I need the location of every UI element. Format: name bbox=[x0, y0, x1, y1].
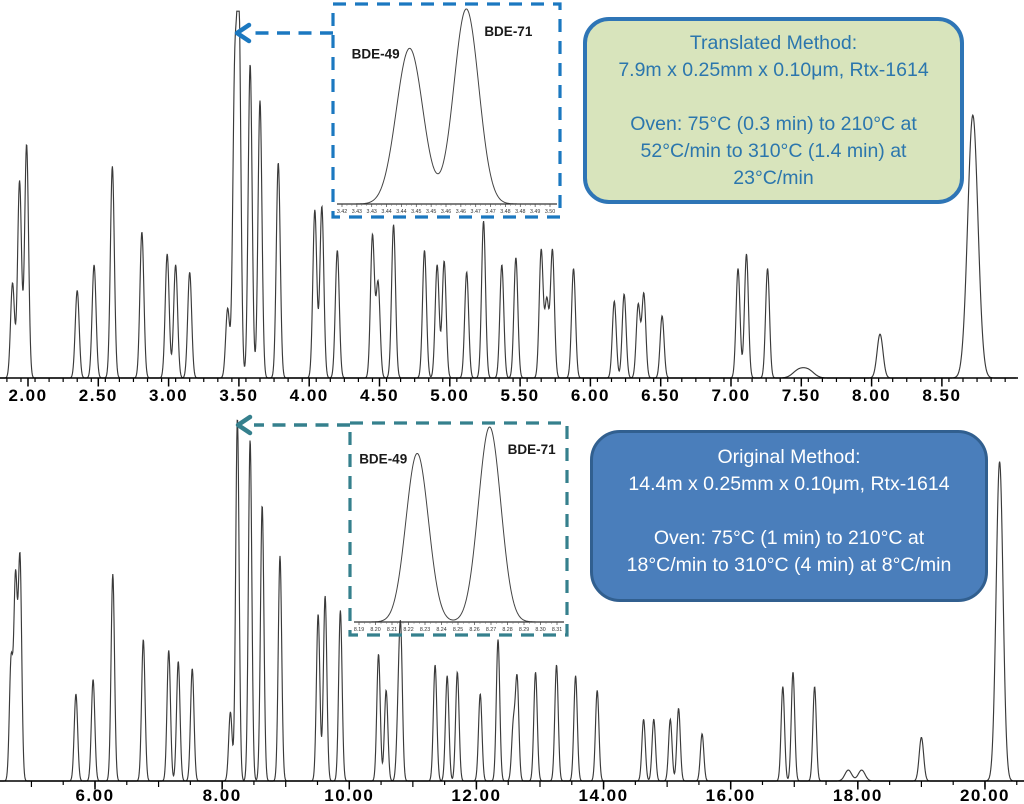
x-axis-tick-label: 10.00 bbox=[324, 786, 374, 804]
x-axis-tick-label: 8.50 bbox=[922, 386, 961, 405]
inset-axis-tick-label: 3.44 bbox=[396, 209, 406, 215]
inset-axis-tick-label: 8.22 bbox=[403, 627, 413, 633]
x-axis-tick-label: 6.00 bbox=[571, 386, 610, 405]
x-axis-tick-label: 6.50 bbox=[641, 386, 680, 405]
inset-axis-tick-label: 3.45 bbox=[426, 209, 436, 215]
zoom-arrow-head bbox=[234, 22, 252, 44]
method-box-line bbox=[593, 498, 985, 525]
inset-axis-tick-label: 8.23 bbox=[420, 627, 430, 633]
inset-axis-tick-label: 3.47 bbox=[485, 209, 495, 215]
x-axis-tick-label: 3.50 bbox=[219, 386, 258, 405]
method-box-line: 14.4m x 0.25mm x 0.10μm, Rtx-1614 bbox=[628, 473, 950, 495]
inset-axis-tick-label: 3.48 bbox=[515, 209, 525, 215]
inset-axis-tick-label: 8.30 bbox=[535, 627, 545, 633]
inset-axis-tick-label: 3.46 bbox=[456, 209, 466, 215]
inset-axis-tick-label: 3.48 bbox=[500, 209, 510, 215]
inset-trace bbox=[356, 426, 560, 623]
inset-axis-tick-label: 8.21 bbox=[387, 627, 397, 633]
chromatogram-trace bbox=[0, 419, 1024, 782]
translated-method-chromatogram: 2.00 2.50 3.00 3.50 4.00 4.50 5.00 5.50 6.00 6.50… bbox=[0, 2, 1018, 405]
bde-49-label: BDE-49 bbox=[352, 46, 400, 61]
x-axis-tick-label: 12.00 bbox=[451, 786, 501, 804]
inset-axis-tick-label: 8.24 bbox=[436, 627, 446, 633]
inset-axis-tick-label: 3.43 bbox=[367, 209, 377, 215]
zoom-arrow-head bbox=[235, 414, 253, 436]
inset-dashed-border bbox=[348, 421, 569, 637]
inset-axis-tick-label: 8.20 bbox=[370, 627, 380, 633]
translated-method-box: Translated Method: 7.9m x 0.25mm x 0.10μm… bbox=[583, 17, 964, 204]
x-axis-tick-label: 7.50 bbox=[782, 386, 821, 405]
x-axis-tick-label: 8.00 bbox=[852, 386, 891, 405]
inset-axis-tick-label: 8.25 bbox=[453, 627, 463, 633]
inset-axis-tick-label: 8.19 bbox=[354, 627, 364, 633]
method-box-line: Original Method: bbox=[717, 446, 861, 468]
inset-axis-tick-label: 3.49 bbox=[530, 209, 540, 215]
inset-axis-tick-label: 8.26 bbox=[469, 627, 479, 633]
x-axis-tick-label: 2.50 bbox=[79, 386, 118, 405]
inset-axis-tick-label: 8.31 bbox=[552, 627, 562, 633]
x-axis-tick-label: 16.00 bbox=[706, 786, 756, 804]
x-axis-tick-label: 14.00 bbox=[579, 786, 629, 804]
x-axis-tick-label: 18.00 bbox=[833, 786, 883, 804]
method-box-line: Oven: 75°C (1 min) to 210°C at bbox=[653, 527, 925, 549]
x-axis-tick-label: 20.00 bbox=[960, 786, 1010, 804]
inset-axis-tick-label: 8.27 bbox=[486, 627, 496, 633]
method-box-line: 18°C/min to 310°C (4 min) at 8°C/min bbox=[626, 554, 952, 576]
method-box-line: 7.9m x 0.25mm x 0.10μm, Rtx-1614 bbox=[618, 59, 929, 81]
x-axis-tick-label: 4.50 bbox=[360, 386, 399, 405]
bde-zoom-inset: 3.42 3.43 3.43 3.44 3.44 3.45 3.45 3.46 3.46 3.47… bbox=[331, 2, 562, 219]
x-axis-tick-label: 8.00 bbox=[203, 786, 242, 804]
inset-axis-tick-label: 3.50 bbox=[545, 209, 555, 215]
x-axis-tick-label: 5.50 bbox=[501, 386, 540, 405]
x-axis-tick-label: 7.00 bbox=[711, 386, 750, 405]
x-axis-tick-label: 6.00 bbox=[75, 786, 114, 804]
bde-zoom-inset: 8.19 8.20 8.21 8.22 8.23 8.24 8.25 8.26 8.27 8.28… bbox=[348, 421, 569, 637]
inset-axis-tick-label: 3.43 bbox=[352, 209, 362, 215]
method-box-line bbox=[587, 84, 960, 111]
inset-axis-tick-label: 8.29 bbox=[519, 627, 529, 633]
method-box-line: 23°C/min bbox=[733, 167, 814, 189]
bde-71-label: BDE-71 bbox=[508, 442, 557, 457]
original-method-chromatogram: 6.00 8.00 10.00 12.00 14.00 16.00 18.00 20.00 8.… bbox=[0, 414, 1024, 804]
inset-dashed-border bbox=[331, 2, 562, 219]
method-box-line: Oven: 75°C (0.3 min) to 210°C at bbox=[630, 113, 917, 135]
inset-axis-tick-label: 3.46 bbox=[441, 209, 451, 215]
method-box-line: Translated Method: bbox=[689, 32, 858, 54]
inset-axis-tick-label: 3.45 bbox=[411, 209, 421, 215]
x-axis-tick-label: 4.00 bbox=[290, 386, 329, 405]
inset-axis-tick-label: 3.47 bbox=[471, 209, 481, 215]
bde-49-label: BDE-49 bbox=[359, 451, 407, 466]
original-method-box: Original Method: 14.4m x 0.25mm x 0.10μm,… bbox=[590, 430, 988, 602]
inset-axis-tick-label: 3.44 bbox=[381, 209, 391, 215]
bde-71-label: BDE-71 bbox=[484, 24, 533, 39]
method-box-line: 52°C/min to 310°C (1.4 min) at bbox=[640, 140, 907, 162]
inset-axis-tick-label: 8.28 bbox=[502, 627, 512, 633]
x-axis-tick-label: 2.00 bbox=[8, 386, 47, 405]
x-axis-tick-label: 5.00 bbox=[430, 386, 469, 405]
inset-axis-tick-label: 3.42 bbox=[337, 209, 347, 215]
x-axis-tick-label: 3.00 bbox=[149, 386, 188, 405]
